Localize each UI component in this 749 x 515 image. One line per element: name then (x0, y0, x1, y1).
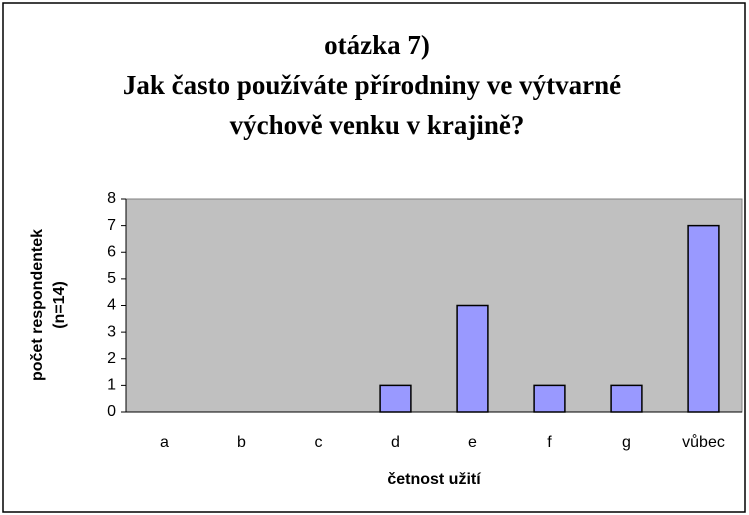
chart-title: Jak často používáte přírodniny ve výtvar… (123, 70, 621, 100)
x-tick-label: b (237, 434, 246, 451)
bar (379, 384, 412, 413)
y-tick-label: 7 (107, 217, 116, 234)
y-tick-label: 1 (107, 377, 116, 394)
y-tick-label: 8 (107, 190, 116, 207)
y-tick-label: 5 (107, 270, 116, 287)
bar (533, 384, 566, 413)
x-axis-title: četnost užití (387, 471, 481, 488)
y-tick-label: 0 (107, 403, 116, 420)
x-tick-label: f (547, 434, 552, 451)
y-tick-label: 4 (107, 297, 116, 314)
y-axis-title: počet respondentek (29, 229, 46, 381)
x-tick-label: d (391, 434, 400, 451)
chart-title: otázka 7) (324, 30, 430, 60)
x-tick-label: e (468, 434, 477, 451)
bar (456, 304, 489, 413)
x-tick-label: vůbec (682, 433, 725, 451)
y-axis-title: (n=14) (51, 281, 68, 329)
plot-area (125, 198, 743, 413)
x-tick-label: a (160, 434, 169, 451)
y-tick-label: 3 (107, 323, 116, 340)
x-tick-label: g (622, 434, 631, 451)
y-tick-label: 2 (107, 350, 116, 367)
bar (610, 384, 643, 413)
x-tick-label: c (315, 434, 323, 451)
chart-title: výchově venku v krajině? (230, 110, 525, 140)
y-tick-label: 6 (107, 243, 116, 260)
bar (687, 224, 720, 413)
